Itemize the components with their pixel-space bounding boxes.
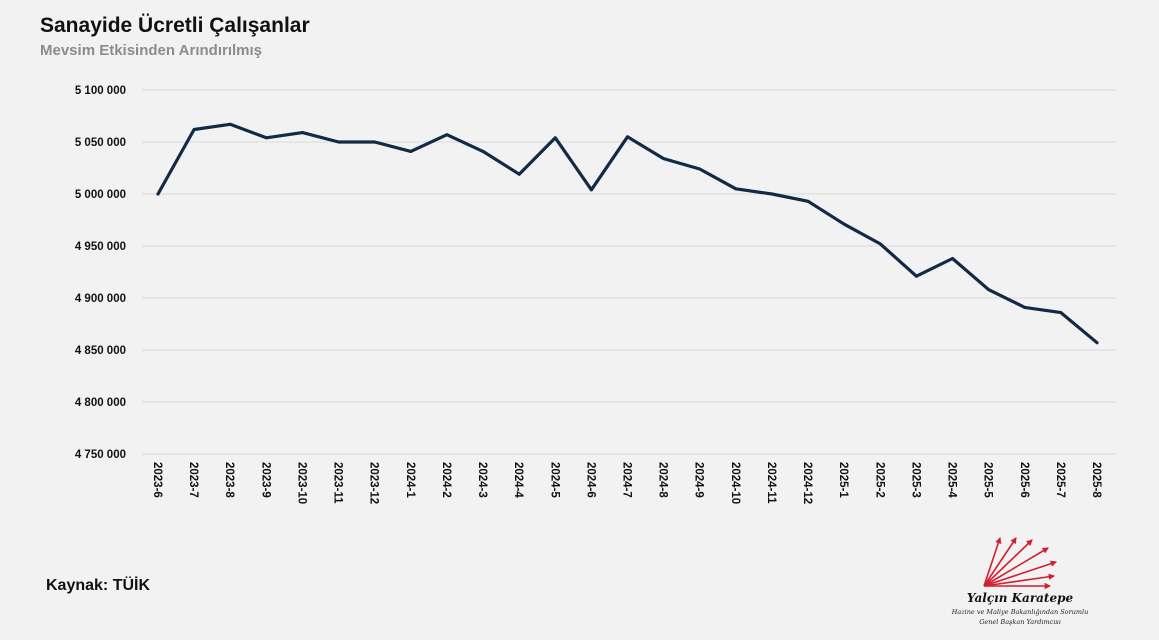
x-tick-label: 2024-8: [657, 462, 669, 498]
x-tick-label: 2024-11: [765, 462, 777, 504]
data-point: [264, 136, 268, 140]
data-point: [770, 192, 774, 196]
x-tick-label: 2025-7: [1054, 462, 1066, 498]
x-tick-label: 2025-1: [837, 462, 849, 498]
x-tick-label: 2024-12: [801, 462, 813, 504]
x-tick-label: 2024-5: [548, 462, 560, 498]
x-tick-label: 2024-6: [584, 462, 596, 498]
signature-role-line2: Genel Başkan Yardımcısı: [979, 618, 1061, 626]
x-axis-tick-labels: 2023-6 2023-7 2023-8 2023-9 2023-10 2023-11 20…: [151, 462, 1102, 504]
source-note: Kaynak: TÜİK: [46, 577, 151, 594]
y-tick-label: 5 050 000: [75, 137, 126, 149]
data-point: [698, 167, 702, 171]
y-tick-label: 5 100 000: [75, 85, 126, 97]
data-point: [806, 199, 810, 203]
data-point: [878, 242, 882, 246]
x-tick-label: 2025-4: [946, 462, 958, 498]
data-point: [842, 222, 846, 226]
chart-title: Sanayide Ücretli Çalışanlar: [40, 14, 310, 37]
signature-name: Yalçın Karatepe: [966, 591, 1074, 605]
y-tick-label: 4 900 000: [75, 293, 126, 305]
signature-role-line1: Hazine ve Maliye Bakanlığından Sorumlu: [951, 608, 1089, 616]
line-chart: 4 750 000 4 800 000 4 850 000 4 900 000 4 95…: [75, 85, 1115, 504]
data-point: [662, 157, 666, 161]
x-tick-label: 2023-8: [223, 462, 235, 498]
data-point: [192, 128, 196, 131]
data-point: [626, 135, 629, 139]
y-tick-label: 4 950 000: [75, 241, 126, 253]
data-point: [337, 140, 340, 144]
data-point: [734, 187, 738, 191]
data-point: [228, 122, 232, 126]
arrows-logo-icon: [983, 536, 1058, 590]
x-tick-label: 2023-10: [295, 462, 307, 504]
x-tick-label: 2024-10: [729, 462, 741, 504]
y-tick-label: 4 750 000: [75, 449, 126, 461]
data-point: [373, 140, 377, 144]
data-point: [1095, 341, 1099, 345]
x-tick-label: 2025-6: [1018, 462, 1030, 498]
y-axis-tick-labels: 4 750 000 4 800 000 4 850 000 4 900 000 4 95…: [75, 85, 126, 461]
data-point: [409, 149, 413, 153]
x-tick-label: 2023-11: [332, 462, 344, 504]
x-tick-label: 2023-7: [187, 462, 199, 498]
data-point: [1059, 311, 1063, 314]
data-point: [481, 149, 485, 153]
x-tick-label: 2025-5: [982, 462, 994, 498]
x-tick-label: 2023-6: [151, 462, 163, 498]
x-tick-label: 2024-2: [440, 462, 452, 498]
series-line: [156, 122, 1099, 345]
chart-subtitle: Mevsim Etkisinden Arındırılmış: [40, 42, 263, 59]
data-point: [951, 257, 954, 260]
x-tick-label: 2023-9: [259, 462, 271, 498]
x-tick-label: 2025-8: [1090, 462, 1102, 498]
data-point: [445, 133, 449, 137]
data-point: [156, 192, 160, 196]
data-point: [517, 172, 521, 176]
data-point: [987, 288, 991, 292]
x-tick-label: 2025-3: [909, 462, 921, 498]
data-point: [589, 188, 593, 192]
data-point: [301, 131, 304, 135]
signature-block: Yalçın Karatepe Hazine ve Maliye Bakanlı…: [930, 532, 1110, 632]
y-tick-label: 4 800 000: [75, 397, 126, 409]
x-tick-label: 2024-9: [693, 462, 705, 498]
data-point: [1023, 305, 1027, 309]
y-tick-label: 4 850 000: [75, 345, 126, 357]
data-point: [915, 274, 918, 278]
series-layer: [156, 122, 1099, 345]
x-tick-label: 2025-2: [873, 462, 885, 498]
x-tick-label: 2023-12: [368, 462, 380, 504]
x-tick-label: 2024-3: [476, 462, 488, 498]
x-tick-label: 2024-4: [512, 462, 524, 498]
x-tick-label: 2024-7: [621, 462, 633, 498]
x-tick-label: 2024-1: [404, 462, 416, 498]
y-tick-label: 5 000 000: [75, 189, 126, 201]
data-point: [553, 136, 557, 140]
grid-lines: [142, 89, 1115, 455]
